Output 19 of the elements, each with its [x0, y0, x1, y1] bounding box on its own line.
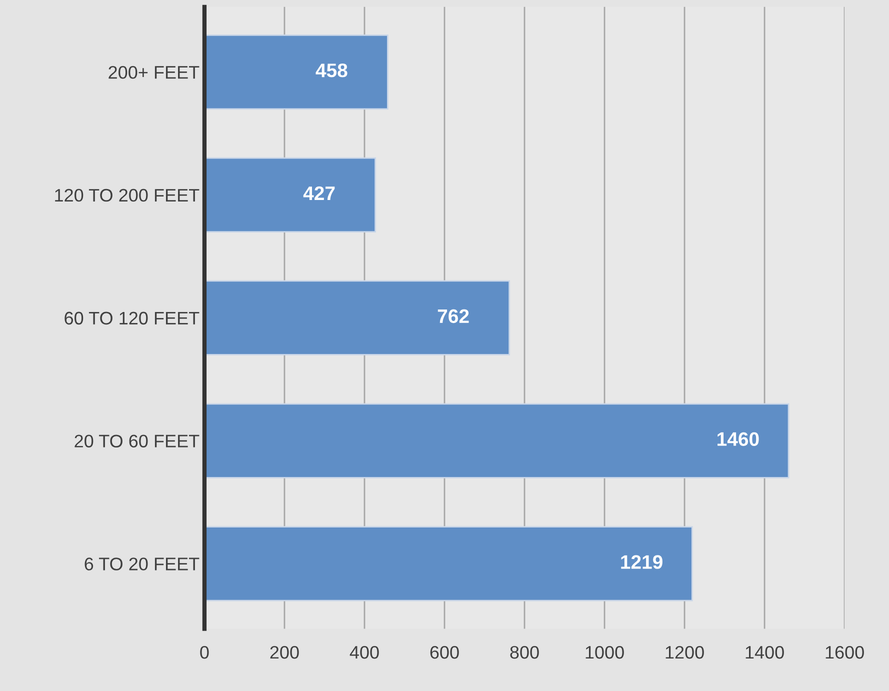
x-tick-label: 200	[270, 646, 299, 659]
x-tick-label: 1200	[666, 646, 704, 659]
x-tick-label: 800	[510, 646, 539, 659]
x-tick-label: 400	[350, 646, 379, 659]
data-label: 1460	[718, 432, 759, 446]
y-tick-label: 6 TO 20 FEET	[84, 558, 200, 570]
data-label: 427	[303, 186, 335, 200]
x-tick-label: 0	[200, 646, 209, 659]
x-tick-label: 1000	[586, 646, 624, 659]
x-tick-label: 600	[430, 646, 459, 659]
x-tick-label: 1600	[826, 646, 864, 659]
y-tick-label: 200+ FEET	[108, 66, 200, 79]
y-tick-label: 60 TO 120 FEET	[64, 312, 200, 325]
y-tick-label: 120 TO 200 FEET	[55, 188, 200, 202]
data-label: 458	[316, 64, 348, 78]
data-label: 1219	[621, 555, 662, 569]
data-label: 762	[438, 309, 469, 324]
y-tick-label: 20 TO 60 FEET	[74, 434, 200, 448]
x-tick-label: 1400	[746, 646, 784, 659]
